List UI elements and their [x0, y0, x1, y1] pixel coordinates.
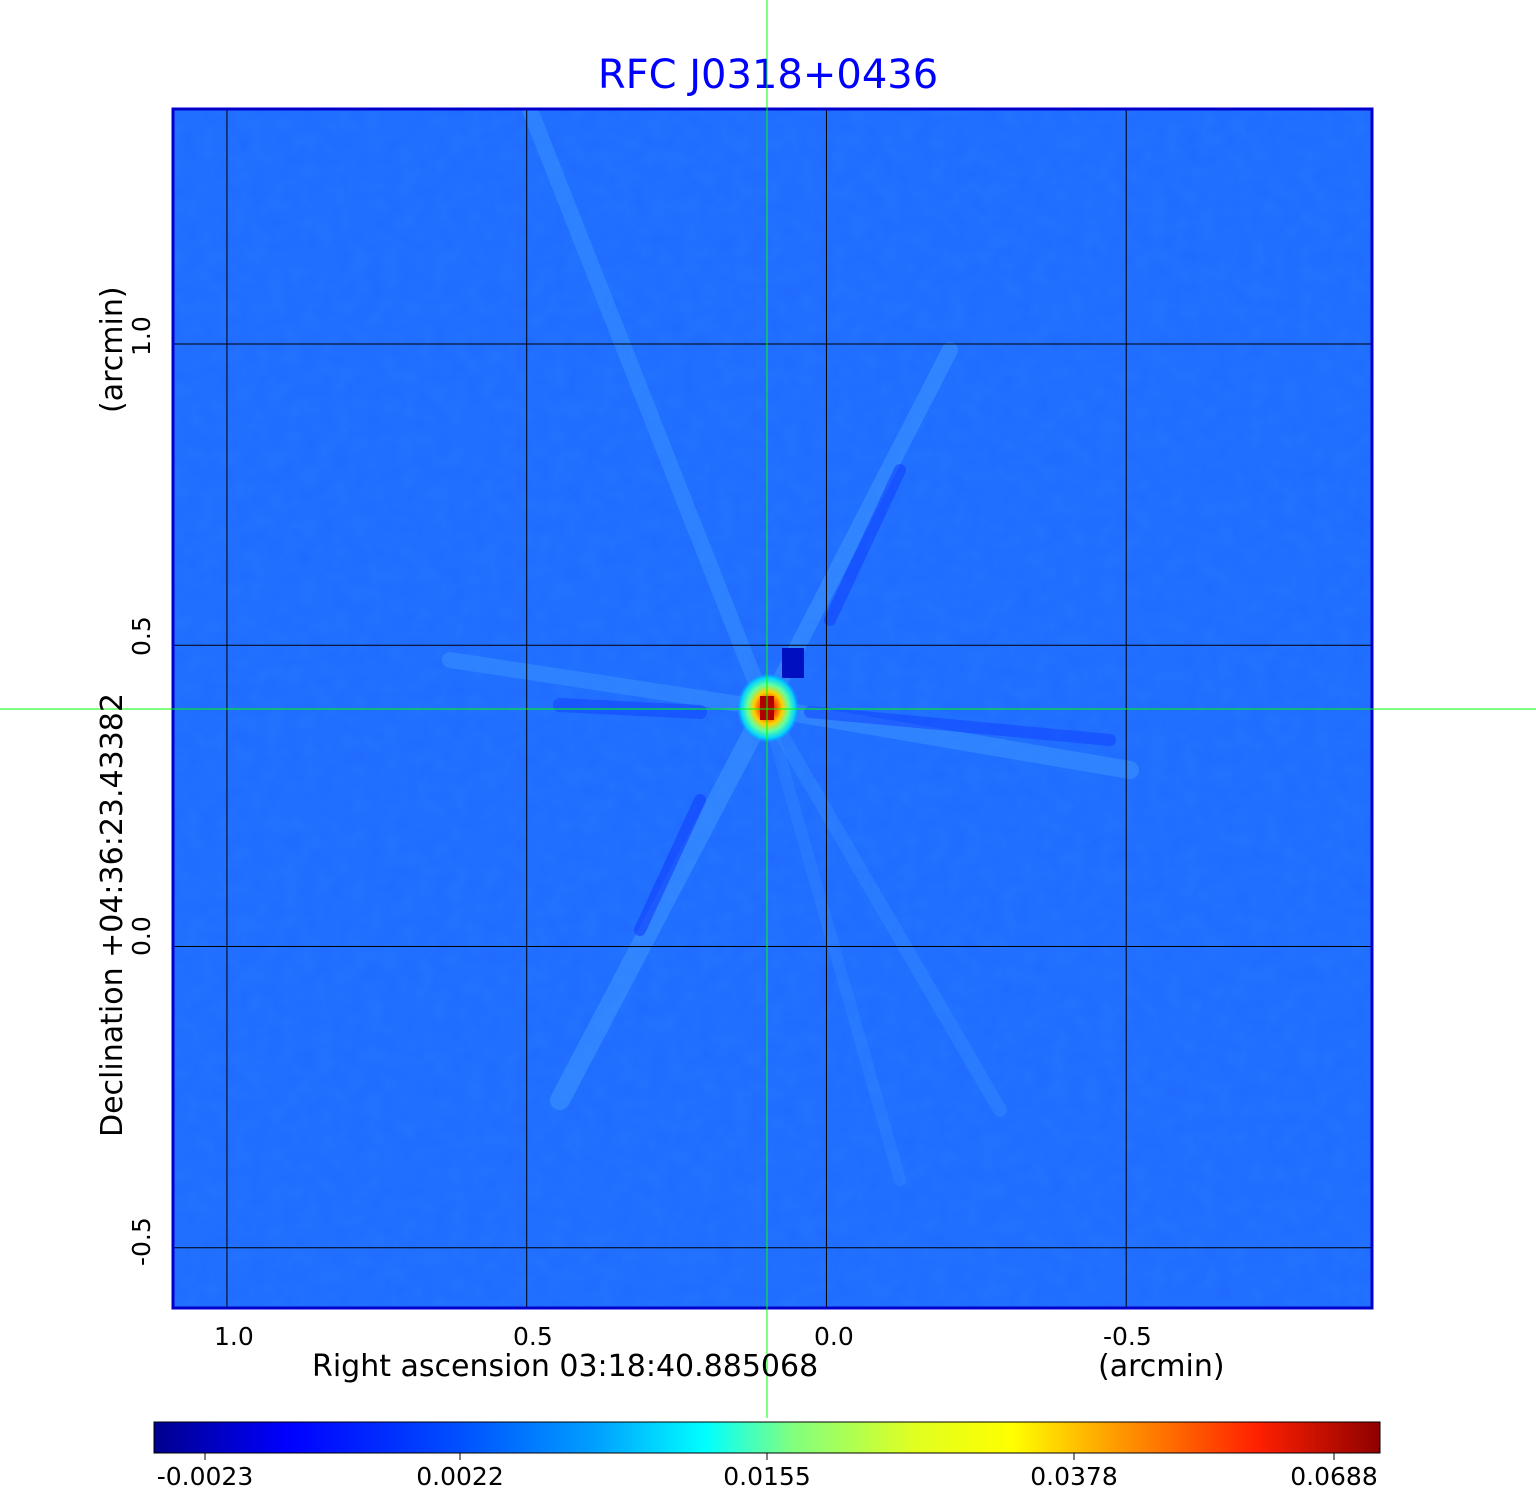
- colorbar-tick-label: 0.0022: [416, 1462, 504, 1491]
- x-axis-label: Right ascension 03:18:40.885068: [312, 1349, 819, 1384]
- y-tick-label: 1.0: [127, 316, 156, 356]
- source-peak: [736, 672, 800, 744]
- y-tick-label: 0.5: [127, 616, 156, 656]
- colorbar-tick-label: 0.0688: [1290, 1462, 1378, 1491]
- y-tick-label: -0.5: [127, 1217, 156, 1266]
- x-tick-label: 0.0: [814, 1322, 854, 1351]
- x-tick-label: -0.5: [1103, 1322, 1152, 1351]
- x-tick-label: 0.5: [513, 1322, 553, 1351]
- colorbar: [153, 1421, 1381, 1454]
- colorbar-tick-marks: [204, 1453, 1335, 1460]
- colorbar-tick-label: 0.0378: [1030, 1462, 1118, 1491]
- plot-title: RFC J0318+0436: [597, 52, 939, 98]
- sidelobe-pattern: [442, 109, 1139, 1186]
- y-axis-label: Declination +04:36:23.43382: [95, 693, 130, 1137]
- y-axis-unit: (arcmin): [95, 286, 130, 413]
- colorbar-tick-label: 0.0155: [723, 1462, 811, 1491]
- y-tick-label: 0.0: [127, 916, 156, 956]
- x-tick-label: 1.0: [214, 1322, 254, 1351]
- x-axis-unit: (arcmin): [1098, 1349, 1225, 1384]
- colorbar-tick-label: -0.0023: [156, 1462, 254, 1491]
